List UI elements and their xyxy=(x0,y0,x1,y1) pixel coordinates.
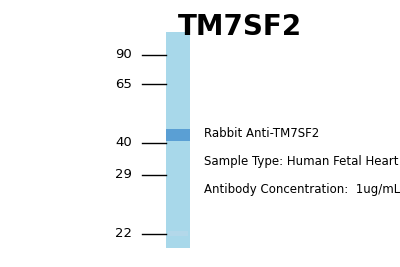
Text: 40: 40 xyxy=(115,136,132,149)
Text: Sample Type: Human Fetal Heart: Sample Type: Human Fetal Heart xyxy=(204,155,398,168)
Text: Antibody Concentration:  1ug/mL: Antibody Concentration: 1ug/mL xyxy=(204,183,400,196)
Text: TM7SF2: TM7SF2 xyxy=(178,13,302,41)
Bar xyxy=(166,129,190,141)
Text: 90: 90 xyxy=(115,48,132,61)
Bar xyxy=(168,231,188,236)
Text: 29: 29 xyxy=(115,168,132,181)
Text: 22: 22 xyxy=(115,227,132,240)
Text: 65: 65 xyxy=(115,78,132,91)
Text: Rabbit Anti-TM7SF2: Rabbit Anti-TM7SF2 xyxy=(204,127,319,140)
Bar xyxy=(166,32,190,248)
